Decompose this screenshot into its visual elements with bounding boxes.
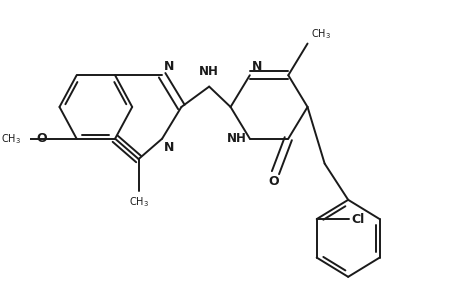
Text: N: N (252, 60, 262, 73)
Text: CH$_3$: CH$_3$ (129, 195, 148, 209)
Text: NH: NH (226, 132, 246, 145)
Text: CH$_3$: CH$_3$ (1, 132, 22, 145)
Text: CH$_3$: CH$_3$ (310, 28, 330, 41)
Text: N: N (164, 60, 174, 73)
Text: N: N (164, 141, 174, 154)
Text: Cl: Cl (350, 213, 364, 226)
Text: O: O (268, 175, 278, 188)
Text: O: O (36, 132, 47, 145)
Text: NH: NH (199, 65, 218, 78)
